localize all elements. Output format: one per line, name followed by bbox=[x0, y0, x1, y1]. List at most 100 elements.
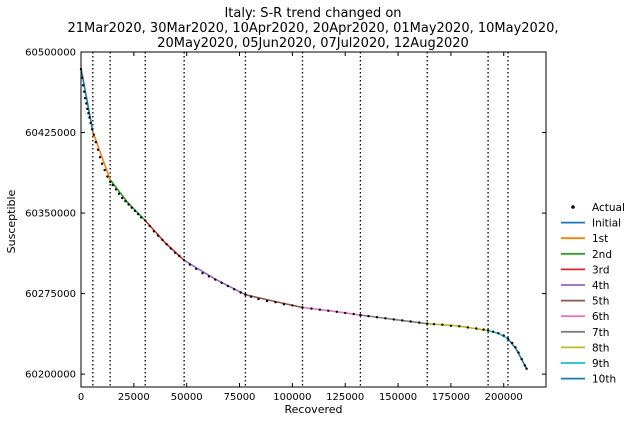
trend-segment-1st bbox=[92, 131, 111, 181]
legend-label-8th: 8th bbox=[592, 342, 609, 354]
actual-point bbox=[121, 196, 124, 200]
actual-point bbox=[144, 219, 147, 222]
actual-point bbox=[511, 341, 514, 345]
chart-title-line-2: 21Mar2020, 30Mar2020, 10Apr2020, 20Apr20… bbox=[68, 21, 559, 36]
y-axis-label: Susceptible bbox=[5, 189, 18, 253]
actual-point bbox=[140, 216, 143, 219]
legend-label-1st: 1st bbox=[592, 233, 608, 245]
actual-point bbox=[301, 306, 304, 309]
legend-label-4th: 4th bbox=[592, 280, 609, 292]
actual-point bbox=[401, 319, 404, 322]
chart-title-line-3: 20May2020, 05Jun2020, 07Jul2020, 12Aug20… bbox=[157, 36, 469, 51]
actual-point bbox=[83, 90, 86, 93]
trend-segment-10th bbox=[507, 338, 528, 370]
x-axis-label: Recovered bbox=[284, 403, 342, 416]
y-tick-label: 60200000 bbox=[25, 370, 76, 381]
y-tick-label: 60425000 bbox=[25, 128, 76, 139]
actual-point bbox=[103, 168, 106, 172]
legend-label-3rd: 3rd bbox=[592, 264, 609, 276]
actual-point bbox=[318, 308, 321, 311]
x-tick-label: 150000 bbox=[379, 392, 417, 403]
actual-point bbox=[117, 192, 121, 195]
actual-point bbox=[291, 304, 294, 307]
actual-point bbox=[207, 275, 211, 278]
actual-point bbox=[214, 278, 217, 281]
actual-point bbox=[91, 128, 94, 131]
actual-point bbox=[392, 318, 395, 321]
actual-point bbox=[109, 180, 112, 184]
actual-point bbox=[418, 321, 421, 324]
legend-label-actual: Actual bbox=[592, 202, 625, 214]
legend-label-7th: 7th bbox=[592, 327, 609, 339]
actual-point bbox=[182, 259, 186, 262]
actual-point bbox=[282, 303, 286, 306]
actual-point bbox=[525, 367, 528, 370]
actual-point bbox=[178, 254, 181, 258]
x-tick-label: 100000 bbox=[273, 392, 311, 403]
trend-segment-initial bbox=[80, 67, 94, 132]
plot-area: 0 25000 50000 75000 100000 125000 150000 175000… bbox=[25, 48, 547, 403]
legend-label-6th: 6th bbox=[592, 311, 609, 323]
actual-point bbox=[310, 307, 313, 310]
trend-segment-2nd bbox=[109, 179, 146, 222]
actual-point bbox=[195, 267, 198, 271]
actual-point bbox=[274, 301, 277, 304]
actual-point bbox=[106, 175, 109, 178]
actual-point bbox=[127, 203, 130, 206]
actual-point bbox=[257, 297, 260, 301]
actual-point bbox=[124, 200, 127, 203]
actual-point bbox=[520, 357, 523, 361]
actual-point bbox=[384, 317, 387, 320]
actual-point bbox=[506, 337, 510, 340]
actual-point bbox=[497, 332, 500, 335]
actual-point bbox=[156, 234, 160, 237]
title-block: Italy: S-R trend changed on 21Mar2020, 3… bbox=[68, 6, 559, 51]
actual-point bbox=[265, 299, 269, 303]
actual-point bbox=[86, 107, 89, 111]
y-tick-label: 60350000 bbox=[25, 209, 76, 220]
actual-point bbox=[409, 320, 412, 323]
actual-point bbox=[133, 209, 137, 213]
actual-point bbox=[449, 324, 453, 327]
actual-point bbox=[233, 288, 236, 291]
x-tick-label: 0 bbox=[78, 392, 84, 403]
actual-point bbox=[502, 334, 505, 337]
actual-point bbox=[352, 312, 355, 316]
actual-point bbox=[475, 327, 478, 330]
actual-point bbox=[130, 206, 133, 209]
actual-point bbox=[165, 243, 168, 246]
actual-point bbox=[89, 121, 92, 125]
actual-point bbox=[84, 97, 87, 100]
actual-point bbox=[523, 364, 527, 367]
actual-point bbox=[87, 112, 90, 115]
actual-point bbox=[239, 291, 242, 294]
actual-point bbox=[335, 310, 338, 313]
x-tick-label: 75000 bbox=[224, 392, 256, 403]
actual-point bbox=[201, 272, 204, 275]
actual-point bbox=[492, 330, 495, 333]
actual-point bbox=[136, 212, 140, 216]
actual-point bbox=[94, 141, 98, 144]
actual-point bbox=[432, 323, 436, 326]
trend-segment-4th bbox=[183, 259, 246, 296]
trend-segment-9th bbox=[487, 329, 509, 340]
x-tick-label: 200000 bbox=[485, 392, 523, 403]
x-tick-label: 50000 bbox=[171, 392, 203, 403]
actual-point bbox=[359, 313, 362, 317]
y-tick-label: 60500000 bbox=[25, 48, 76, 59]
x-tick-label: 125000 bbox=[326, 392, 364, 403]
actual-point bbox=[92, 133, 95, 136]
x-tick-label: 25000 bbox=[118, 392, 150, 403]
actual-point bbox=[114, 188, 118, 191]
x-tick-label: 175000 bbox=[432, 392, 470, 403]
actual-point bbox=[514, 346, 517, 349]
legend-label-2nd: 2nd bbox=[592, 249, 612, 261]
actual-point bbox=[88, 116, 91, 119]
actual-point bbox=[100, 162, 104, 165]
plot-frame bbox=[80, 51, 547, 388]
trend-segment-8th bbox=[427, 322, 489, 332]
actual-point bbox=[98, 156, 102, 159]
actual-point bbox=[85, 102, 88, 105]
actual-point bbox=[152, 230, 156, 233]
